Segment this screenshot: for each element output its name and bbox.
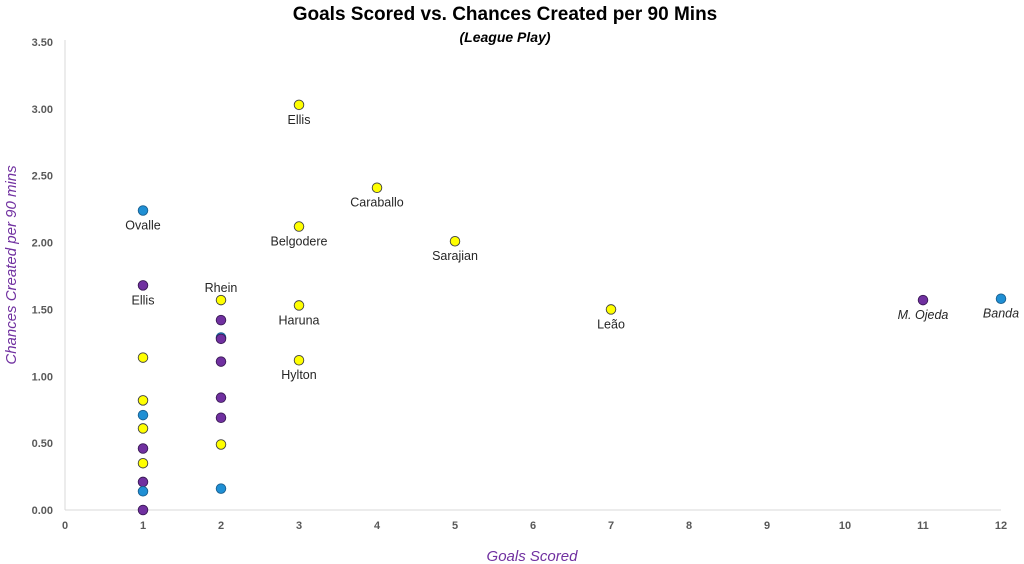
- chart-subtitle: (League Play): [459, 29, 550, 45]
- x-tick-labels: 0 1 2 3 4 5 6 7 8 9 10 11 12: [62, 520, 1007, 532]
- data-point: [449, 235, 461, 247]
- data-point: [137, 395, 149, 406]
- data-label: Belgodere: [271, 235, 328, 249]
- y-tick-label: 1.00: [32, 371, 53, 383]
- data-label: M. Ojeda: [898, 308, 949, 322]
- data-point: [137, 409, 149, 421]
- data-point: [215, 356, 227, 367]
- x-tick-label: 3: [296, 520, 302, 532]
- x-axis-title: Goals Scored: [487, 548, 579, 564]
- data-point: [293, 221, 305, 232]
- chart-title: Goals Scored vs. Chances Created per 90 …: [293, 4, 718, 25]
- y-tick-labels: 0.00 0.50 1.00 1.50 2.00 2.50 3.00 3.50: [32, 37, 53, 517]
- y-tick-label: 1.50: [32, 304, 53, 316]
- data-point: [137, 504, 149, 516]
- x-tick-label: 8: [686, 520, 692, 532]
- data-point: [137, 476, 149, 488]
- data-point: [371, 182, 383, 193]
- x-tick-label: 7: [608, 520, 614, 532]
- data-label: Rhein: [205, 281, 238, 295]
- data-point: [215, 483, 227, 494]
- data-point: [215, 333, 227, 345]
- data-point: [293, 300, 305, 311]
- data-point: [137, 205, 149, 216]
- data-point: [215, 412, 227, 423]
- data-label: Sarajian: [432, 249, 478, 263]
- data-point: [137, 457, 149, 469]
- data-point: [215, 314, 227, 326]
- x-tick-label: 4: [374, 520, 381, 532]
- data-point: [995, 293, 1007, 304]
- x-tick-label: 5: [452, 520, 458, 532]
- x-tick-label: 11: [917, 520, 929, 532]
- data-label: Ovalle: [125, 218, 160, 232]
- data-point: [137, 352, 149, 363]
- data-label: Ellis: [288, 113, 311, 127]
- data-label: Hylton: [281, 368, 316, 382]
- data-points: [137, 99, 1007, 516]
- y-tick-label: 3.50: [32, 37, 53, 49]
- x-tick-label: 10: [839, 520, 851, 532]
- data-point: [137, 280, 149, 291]
- data-label: Caraballo: [350, 196, 404, 210]
- x-tick-label: 0: [62, 520, 68, 532]
- y-tick-label: 0.50: [32, 438, 53, 450]
- data-label: Ellis: [132, 293, 155, 307]
- x-tick-label: 12: [995, 520, 1007, 532]
- data-point: [137, 486, 149, 497]
- x-tick-label: 6: [530, 520, 536, 532]
- data-point: [137, 423, 149, 434]
- data-point: [293, 99, 305, 111]
- data-point: [917, 294, 929, 306]
- data-label: Banda: [983, 307, 1019, 321]
- data-point: [215, 392, 227, 403]
- x-tick-label: 1: [140, 520, 146, 532]
- y-tick-label: 3.00: [32, 104, 53, 116]
- x-tick-label: 2: [218, 520, 224, 532]
- data-label: Haruna: [279, 313, 320, 327]
- data-labels: Ellis Caraballo Belgodere Sarajian Haruna Leã…: [125, 113, 1019, 382]
- y-tick-label: 2.00: [32, 238, 53, 250]
- x-tick-label: 9: [764, 520, 770, 532]
- data-point: [215, 439, 227, 450]
- data-point: [293, 354, 305, 366]
- data-point: [215, 294, 227, 306]
- data-label: Leão: [597, 317, 625, 331]
- y-tick-label: 2.50: [32, 171, 53, 183]
- y-tick-label: 0.00: [32, 505, 53, 517]
- y-axis-title: Chances Created per 90 mins: [3, 165, 20, 365]
- data-point: [137, 443, 149, 454]
- data-point: [605, 304, 617, 315]
